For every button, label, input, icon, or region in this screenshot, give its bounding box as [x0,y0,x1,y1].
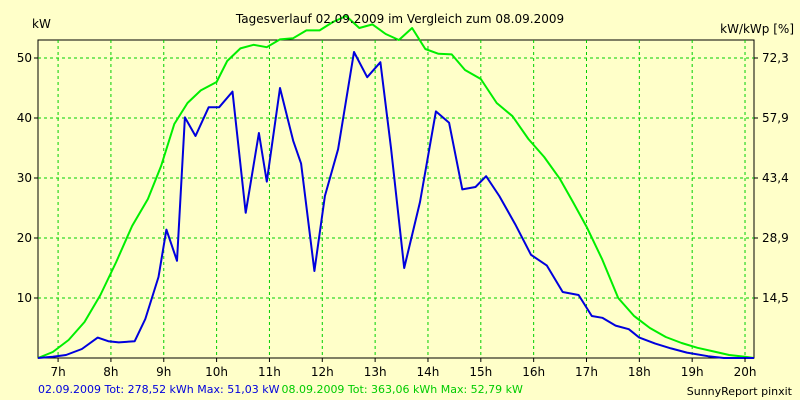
x-tick-label: 10h [205,365,228,379]
x-tick-label: 12h [311,365,334,379]
chart-title: Tagesverlauf 02.09.2009 im Vergleich zum… [235,12,565,26]
y-axis-right: 14,5 28,9 43,4 57,9 72,3 [754,51,789,305]
x-tick-label: 14h [417,365,440,379]
y-left-tick-label: 50 [17,51,32,65]
x-tick-label: 16h [522,365,545,379]
footer-credit: SunnyReport pinxit [686,385,792,398]
y-right-tick-label: 57,9 [762,111,789,125]
y-left-tick-label: 30 [17,171,32,185]
y-right-tick-label: 28,9 [762,231,789,245]
y-axis-right-label: kW/kWp [%] [720,22,794,36]
x-tick-label: 7h [50,365,65,379]
x-tick-label: 20h [734,365,757,379]
x-tick-label: 11h [258,365,281,379]
series-line-b [37,15,755,359]
legend-item-a: 02.09.2009 Tot: 278,52 kWh Max: 51,03 kW [38,383,280,396]
y-left-tick-label: 40 [17,111,32,125]
y-left-tick-label: 20 [17,231,32,245]
x-tick-label: 18h [628,365,651,379]
x-tick-label: 15h [469,365,492,379]
x-tick-label: 9h [156,365,171,379]
series-line-a [37,51,754,359]
x-tick-label: 8h [103,365,118,379]
y-axis-left: 10 20 30 40 50 [17,51,38,305]
y-right-tick-label: 43,4 [762,171,789,185]
series-layer [37,15,755,359]
grid [38,40,754,358]
x-tick-label: 19h [681,365,704,379]
x-axis: 7h 8h 9h 10h 11h 12h 13h 14h 15h 16h 17h 18h 19h 20h [50,358,756,379]
legend: 02.09.2009 Tot: 278,52 kWh Max: 51,03 kW… [38,383,523,396]
legend-item-b: 08.09.2009 Tot: 363,06 kWh Max: 52,79 kW [281,383,523,396]
y-left-tick-label: 10 [17,291,32,305]
x-tick-label: 17h [575,365,598,379]
y-axis-left-label: kW [32,17,51,31]
y-right-tick-label: 14,5 [762,291,789,305]
y-right-tick-label: 72,3 [762,51,789,65]
x-tick-label: 13h [364,365,387,379]
